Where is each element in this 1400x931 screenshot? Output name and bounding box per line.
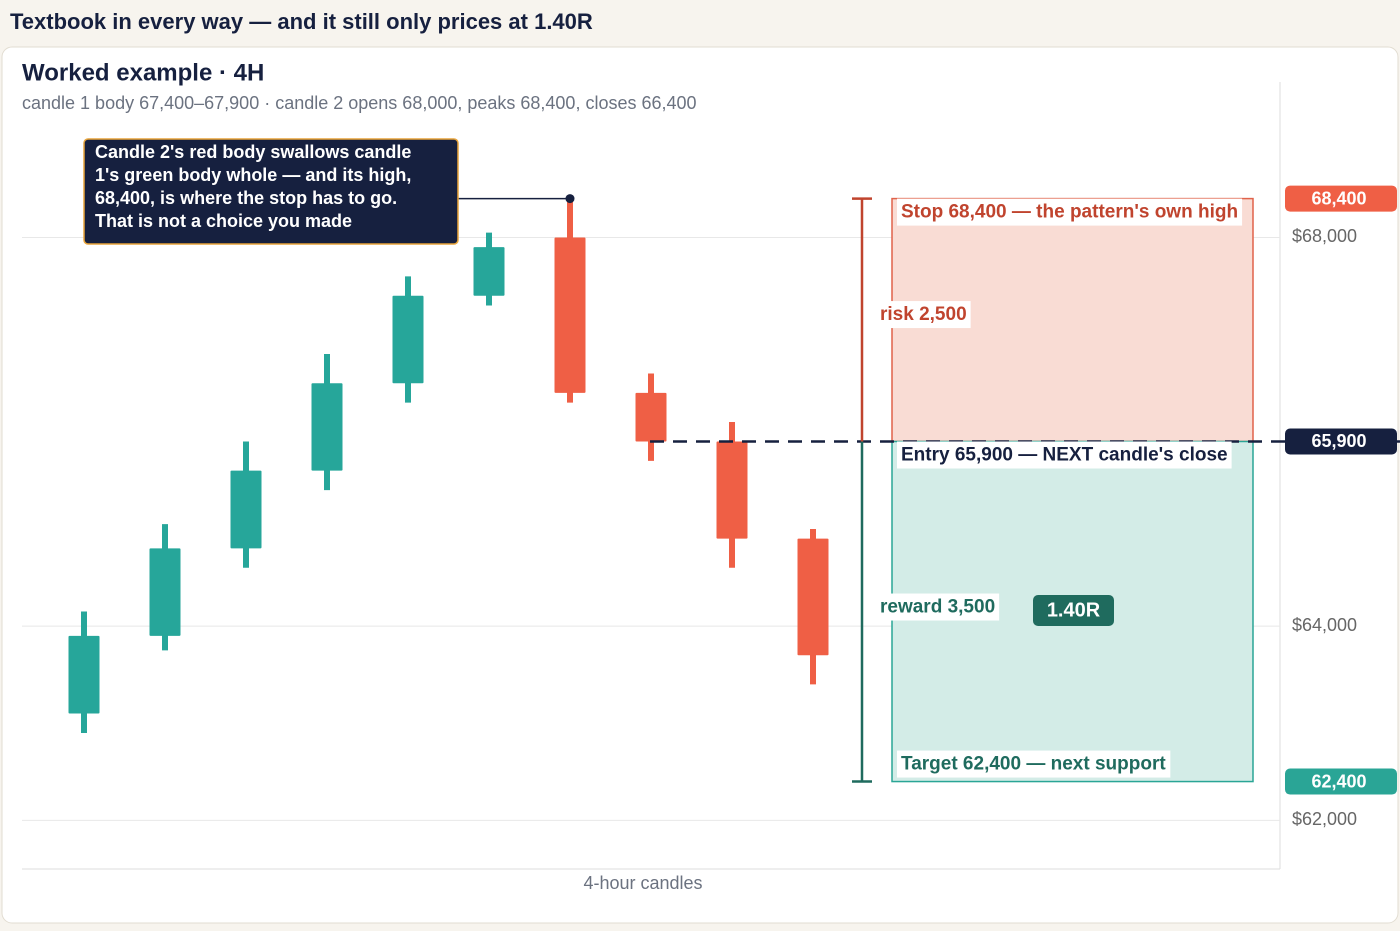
risk-label-bg — [876, 301, 971, 329]
reward-label: reward 3,500 — [880, 597, 995, 618]
reward-label-group: reward 3,500 — [876, 593, 1000, 621]
candle-body — [230, 470, 262, 549]
y-tick-label: $62,000 — [1292, 809, 1357, 829]
candle-body — [716, 441, 748, 539]
candle-body — [554, 237, 586, 393]
reward-label-bg — [876, 593, 1000, 621]
ratio-badge — [1033, 595, 1114, 626]
candle-body — [635, 392, 667, 442]
entry-badge-label: 65,900 — [1311, 431, 1366, 451]
y-tick-label: $68,000 — [1292, 226, 1357, 246]
stop-label: Stop 68,400 — the pattern's own high — [901, 202, 1238, 223]
entry-label-group: Entry 65,900 — NEXT candle's close — [897, 441, 1232, 469]
annotation-text: 68,400, is where the stop has to go. — [95, 188, 397, 208]
candle-body — [797, 538, 829, 656]
target-label: Target 62,400 — next support — [901, 754, 1166, 775]
annotation-box — [83, 138, 459, 245]
target-label-group: Target 62,400 — next support — [897, 750, 1171, 778]
candle-body — [68, 635, 100, 714]
risk-label: risk 2,500 — [880, 304, 967, 325]
entry-label-bg — [897, 441, 1232, 469]
target-label-bg — [897, 750, 1171, 778]
page-title: Textbook in every way — and it still onl… — [10, 9, 593, 34]
candle-body — [392, 295, 424, 384]
x-axis-label: 4-hour candles — [583, 873, 702, 893]
stop-badge — [1285, 185, 1397, 212]
candle-body — [311, 383, 343, 471]
chart-title: Worked example · 4H — [22, 59, 264, 86]
entry-badge — [1285, 428, 1397, 455]
ratio-label: 1.40R — [1047, 599, 1101, 621]
target-badge — [1285, 768, 1397, 795]
y-tick-label: $64,000 — [1292, 615, 1357, 635]
stop-label-bg — [897, 198, 1243, 226]
stop-badge-label: 68,400 — [1311, 188, 1366, 208]
annotation-text: 1's green body whole — and its high, — [95, 165, 411, 185]
annotation-dot — [565, 194, 575, 204]
entry-label: Entry 65,900 — NEXT candle's close — [901, 445, 1228, 466]
stop-label-group: Stop 68,400 — the pattern's own high — [897, 198, 1243, 226]
chart-subtitle: candle 1 body 67,400–67,900 · candle 2 o… — [22, 93, 697, 113]
annotation-text: Candle 2's red body swallows candle — [95, 142, 411, 162]
risk-label-group: risk 2,500 — [876, 301, 971, 329]
candle-body — [473, 247, 505, 296]
annotation-text: That is not a choice you made — [95, 211, 352, 231]
target-badge-label: 62,400 — [1311, 771, 1366, 791]
candle-body — [149, 548, 181, 636]
